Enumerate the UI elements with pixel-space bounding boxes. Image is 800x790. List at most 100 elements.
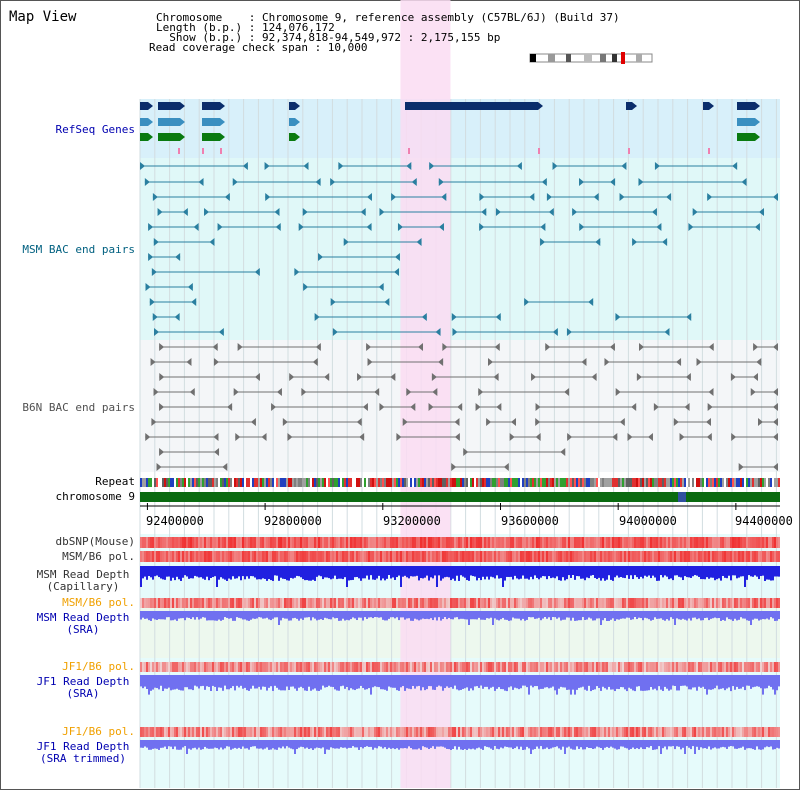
- read-depth-bar: [380, 675, 382, 690]
- msm-read-depth-label[interactable]: MSM Read Depth: [36, 568, 130, 581]
- read-depth-bar: [586, 740, 588, 748]
- jf1-b6-pol-label[interactable]: JF1/B6 pol.: [62, 660, 135, 673]
- msm-b6-pol-label[interactable]: MSM/B6 pol.: [62, 550, 135, 563]
- read-depth-bar: [394, 740, 396, 750]
- read-depth-bar: [688, 675, 690, 690]
- snp-density-cell: [156, 662, 158, 672]
- read-depth-bar: [256, 566, 258, 580]
- jf1-b6-pol-trim-label[interactable]: JF1/B6 pol.: [62, 725, 135, 738]
- read-depth-bar: [230, 566, 232, 580]
- read-depth-bar: [284, 675, 286, 691]
- dbsnp-label[interactable]: dbSNP(Mouse): [55, 535, 135, 548]
- read-depth-bar: [422, 740, 424, 747]
- snp-density-cell: [310, 537, 312, 548]
- read-depth-bar: [334, 740, 336, 749]
- read-depth-bar: [504, 675, 506, 691]
- repeat-cell: [244, 478, 246, 487]
- read-depth-bar: [738, 675, 740, 689]
- snp-density-cell: [188, 598, 190, 608]
- snp-density-cell: [170, 598, 172, 608]
- read-depth-bar: [726, 740, 728, 749]
- snp-density-cell: [240, 551, 242, 562]
- read-depth-bar: [180, 611, 182, 619]
- read-depth-bar: [580, 566, 582, 579]
- read-depth-bar: [156, 566, 158, 576]
- msm-read-depth-sra-label[interactable]: MSM Read Depth: [36, 611, 130, 624]
- bac-end-marker: [438, 358, 444, 366]
- snp-density-cell: [270, 537, 272, 548]
- snp-density-cell: [642, 662, 644, 672]
- snp-density-cell: [450, 727, 452, 737]
- read-depth-bar: [226, 675, 228, 690]
- read-depth-bar: [448, 611, 450, 618]
- read-depth-bar: [630, 675, 632, 689]
- snp-density-cell: [746, 598, 748, 608]
- snp-density-cell: [332, 537, 334, 548]
- read-depth-bar: [384, 675, 386, 690]
- jf1-read-depth-sra-label[interactable]: JF1 Read Depth: [36, 675, 130, 688]
- read-depth-bar: [482, 740, 484, 750]
- read-depth-bar: [692, 611, 694, 618]
- jf1-read-depth-trim-label[interactable]: JF1 Read Depth: [36, 740, 130, 753]
- snp-density-cell: [578, 662, 580, 672]
- snp-density-cell: [582, 598, 584, 608]
- axis-tick-label: 93600000: [501, 514, 559, 528]
- snp-density-cell: [150, 727, 152, 737]
- msm-b6-pol-sra-label[interactable]: MSM/B6 pol.: [62, 596, 135, 609]
- snp-density-cell: [664, 598, 666, 608]
- snp-density-cell: [682, 551, 684, 562]
- snp-density-cell: [442, 727, 444, 737]
- bac-end-marker: [374, 388, 380, 396]
- bac-end-marker: [707, 193, 713, 201]
- snp-density-cell: [364, 551, 366, 562]
- snp-density-cell: [356, 598, 358, 608]
- read-depth-bar: [660, 740, 662, 754]
- read-depth-bar: [630, 566, 632, 576]
- snp-density-cell: [502, 662, 504, 672]
- snp-density-cell: [200, 727, 202, 737]
- snp-density-cell: [652, 537, 654, 548]
- snp-density-cell: [234, 551, 236, 562]
- read-depth-bar: [446, 675, 448, 687]
- snp-density-cell: [602, 727, 604, 737]
- snp-density-cell: [534, 551, 536, 562]
- msm-bac-label[interactable]: MSM BAC end pairs: [22, 243, 135, 256]
- bac-end-marker: [615, 313, 621, 321]
- read-depth-bar: [382, 566, 384, 579]
- read-depth-bar: [284, 740, 286, 749]
- snp-density-cell: [762, 598, 764, 608]
- snp-density-cell: [698, 727, 700, 737]
- snp-density-cell: [724, 598, 726, 608]
- b6n-bac-label[interactable]: B6N BAC end pairs: [22, 401, 135, 414]
- bac-end-marker: [545, 343, 551, 351]
- read-depth-bar: [358, 566, 360, 579]
- snp-density-cell: [390, 598, 392, 608]
- snp-density-cell: [544, 598, 546, 608]
- snp-density-cell: [628, 727, 630, 737]
- snp-density-cell: [714, 598, 716, 608]
- snp-density-cell: [742, 662, 744, 672]
- read-depth-bar: [648, 566, 650, 576]
- read-depth-bar: [586, 566, 588, 578]
- refseq-genes-label[interactable]: RefSeq Genes: [55, 123, 135, 136]
- snp-density-cell: [140, 727, 142, 737]
- snp-density-cell: [728, 662, 730, 672]
- read-depth-bar: [424, 740, 426, 748]
- bac-end-marker: [250, 418, 256, 426]
- snp-density-cell: [522, 598, 524, 608]
- read-depth-bar: [506, 740, 508, 747]
- read-depth-bar: [778, 740, 780, 749]
- snp-density-cell: [256, 598, 258, 608]
- repeat-cell: [530, 478, 532, 487]
- snp-density-cell: [748, 662, 750, 672]
- snp-density-cell: [760, 551, 762, 562]
- read-depth-bar: [606, 675, 608, 690]
- read-depth-bar: [640, 566, 642, 577]
- snp-density-cell: [236, 727, 238, 737]
- read-depth-bar: [308, 566, 310, 581]
- bac-end-marker: [145, 283, 151, 291]
- snp-density-cell: [692, 727, 694, 737]
- read-depth-bar: [696, 740, 698, 747]
- read-depth-bar: [230, 611, 232, 619]
